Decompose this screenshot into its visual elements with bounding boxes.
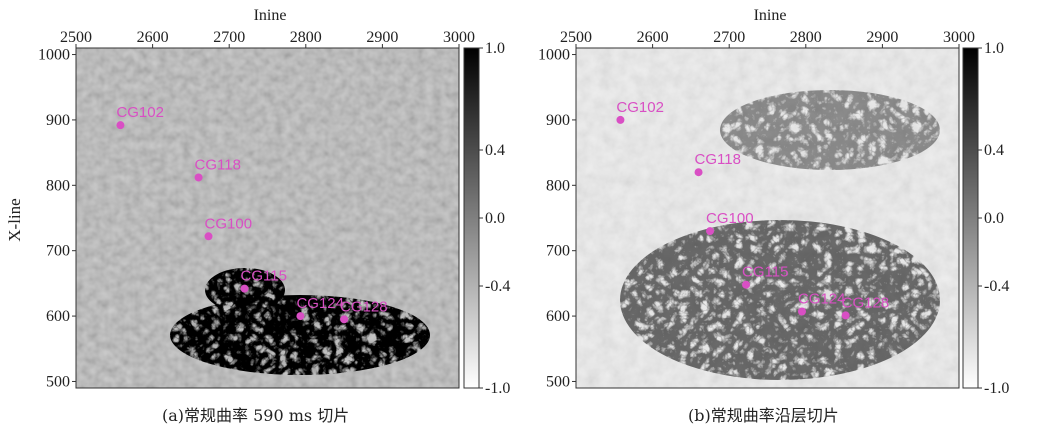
panel-a-colorbar xyxy=(463,47,480,389)
well-marker xyxy=(797,307,806,316)
panel-b-fracture-zone xyxy=(620,220,940,380)
x-tick-label: 2800 xyxy=(290,29,322,46)
panel-a-xticks: 2500 2600 2700 2800 2900 3000 xyxy=(60,29,475,48)
panel-b-xlabel: Inine xyxy=(754,7,787,24)
y-tick-label: 600 xyxy=(46,308,70,325)
well-label: CG118 xyxy=(695,151,741,168)
well-marker xyxy=(194,173,203,182)
panel-a-fracture-zone xyxy=(170,295,430,375)
well-marker xyxy=(240,284,249,293)
y-tick-label: 1000 xyxy=(538,47,570,64)
x-tick-label: 2700 xyxy=(713,29,745,46)
panel-b-colorbar xyxy=(962,47,979,389)
y-tick-label: 700 xyxy=(546,243,570,260)
y-tick-label: 1000 xyxy=(38,47,70,64)
well-marker xyxy=(694,168,703,177)
panel-a-ylabel: X-line xyxy=(5,198,24,241)
panel-a-caption: (a)常规曲率 590 ms 切片 xyxy=(162,406,350,425)
panel-b-frame xyxy=(575,47,960,389)
colorbar-tick-label: 0.0 xyxy=(984,210,1004,227)
well-marker xyxy=(296,312,305,321)
well-label: CG128 xyxy=(340,298,388,315)
colorbar-tick-label: 1.0 xyxy=(485,40,505,57)
panel-b-xticks: 2500 2600 2700 2800 2900 3000 xyxy=(560,29,975,48)
x-tick-label: 2500 xyxy=(560,29,592,46)
colorbar-tick-label: -0.4 xyxy=(984,278,1009,295)
colorbar-tick-label: 0.4 xyxy=(984,142,1004,159)
x-tick-label: 2800 xyxy=(790,29,822,46)
well-marker xyxy=(706,227,715,236)
y-tick-label: 800 xyxy=(46,177,70,194)
well-marker xyxy=(841,311,850,320)
panel-b-caption: (b)常规曲率沿层切片 xyxy=(688,406,839,425)
panel-b: Inine 2500 2600 2700 2800 2900 3000 1000 900 80… xyxy=(538,7,1009,397)
y-tick-label: 900 xyxy=(46,112,70,129)
colorbar-tick-label: -1.0 xyxy=(984,380,1009,397)
panel-a-xlabel: Inine xyxy=(254,7,287,24)
well-label: CG100 xyxy=(205,215,253,232)
panel-b-colorbar-ticks: 1.0 0.4 0.0 -0.4 -1.0 xyxy=(978,40,1009,397)
panel-b-yticks: 1000 900 800 700 600 500 xyxy=(538,47,576,390)
y-tick-label: 600 xyxy=(546,308,570,325)
x-tick-label: 2900 xyxy=(866,29,898,46)
colorbar-tick-label: 0.4 xyxy=(485,142,505,159)
well-label: CG128 xyxy=(842,294,890,311)
well-label: CG115 xyxy=(742,264,788,281)
well-label: CG100 xyxy=(706,210,754,227)
x-tick-label: 3000 xyxy=(443,29,475,46)
y-tick-label: 900 xyxy=(546,112,570,129)
well-label: CG124 xyxy=(296,295,344,312)
x-tick-label: 2500 xyxy=(60,29,92,46)
well-marker xyxy=(742,280,751,289)
well-label: CG115 xyxy=(241,268,287,285)
x-tick-label: 2600 xyxy=(137,29,169,46)
panel-a-colorbar-ticks: 1.0 0.4 0.0 -0.4 -1.0 xyxy=(479,40,510,397)
panel-a: Inine X-line 2500 2600 2700 2800 2900 3000 10… xyxy=(5,7,510,397)
y-tick-label: 500 xyxy=(546,373,570,390)
panel-a-frame xyxy=(75,47,460,389)
well-label: CG118 xyxy=(195,156,241,173)
well-marker xyxy=(116,121,125,130)
well-marker xyxy=(340,315,349,324)
y-tick-label: 800 xyxy=(546,177,570,194)
y-tick-label: 700 xyxy=(46,243,70,260)
x-tick-label: 3000 xyxy=(943,29,975,46)
well-label: CG102 xyxy=(616,99,664,116)
colorbar-tick-label: 1.0 xyxy=(984,40,1004,57)
y-tick-label: 500 xyxy=(46,373,70,390)
well-label: CG124 xyxy=(798,291,846,308)
well-marker xyxy=(204,232,213,241)
x-tick-label: 2700 xyxy=(213,29,245,46)
colorbar-tick-label: -0.4 xyxy=(485,278,510,295)
x-tick-label: 2600 xyxy=(637,29,669,46)
panel-b-fracture-zone-2 xyxy=(720,90,940,170)
panel-a-yticks: 1000 900 800 700 600 500 xyxy=(38,47,76,390)
colorbar-tick-label: -1.0 xyxy=(485,380,510,397)
well-marker xyxy=(616,115,625,124)
well-label: CG102 xyxy=(116,104,164,121)
colorbar-tick-label: 0.0 xyxy=(485,210,505,227)
x-tick-label: 2900 xyxy=(366,29,398,46)
